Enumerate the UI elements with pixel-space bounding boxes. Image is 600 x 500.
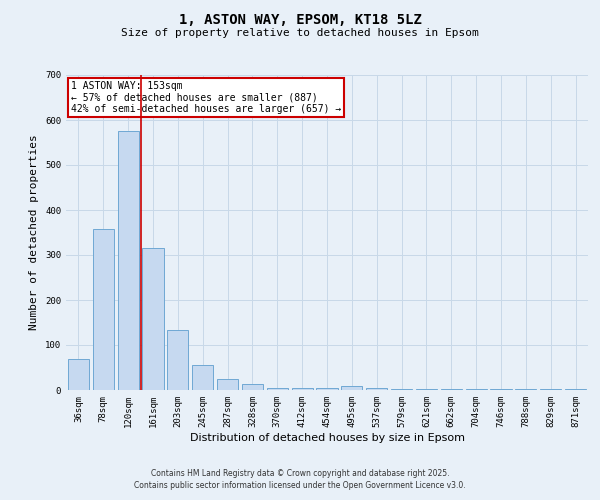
Bar bbox=[242, 384, 263, 390]
Bar bbox=[515, 389, 536, 390]
Bar bbox=[192, 365, 213, 390]
X-axis label: Distribution of detached houses by size in Epsom: Distribution of detached houses by size … bbox=[190, 432, 464, 442]
Text: 1, ASTON WAY, EPSOM, KT18 5LZ: 1, ASTON WAY, EPSOM, KT18 5LZ bbox=[179, 12, 421, 26]
Bar bbox=[167, 330, 188, 390]
Bar bbox=[540, 389, 561, 390]
Bar bbox=[441, 389, 462, 390]
Bar bbox=[217, 379, 238, 390]
Bar bbox=[416, 389, 437, 390]
Bar bbox=[68, 360, 89, 390]
Text: Contains public sector information licensed under the Open Government Licence v3: Contains public sector information licen… bbox=[134, 481, 466, 490]
Y-axis label: Number of detached properties: Number of detached properties bbox=[29, 134, 40, 330]
Bar bbox=[466, 389, 487, 390]
Bar bbox=[366, 388, 387, 390]
Bar bbox=[93, 229, 114, 390]
Bar bbox=[142, 248, 164, 390]
Bar bbox=[341, 386, 362, 390]
Bar bbox=[565, 389, 586, 390]
Text: 1 ASTON WAY: 153sqm
← 57% of detached houses are smaller (887)
42% of semi-detac: 1 ASTON WAY: 153sqm ← 57% of detached ho… bbox=[71, 82, 341, 114]
Bar bbox=[316, 388, 338, 390]
Text: Size of property relative to detached houses in Epsom: Size of property relative to detached ho… bbox=[121, 28, 479, 38]
Text: Contains HM Land Registry data © Crown copyright and database right 2025.: Contains HM Land Registry data © Crown c… bbox=[151, 468, 449, 477]
Bar bbox=[267, 388, 288, 390]
Bar bbox=[292, 388, 313, 390]
Bar bbox=[391, 388, 412, 390]
Bar bbox=[118, 131, 139, 390]
Bar bbox=[490, 389, 512, 390]
